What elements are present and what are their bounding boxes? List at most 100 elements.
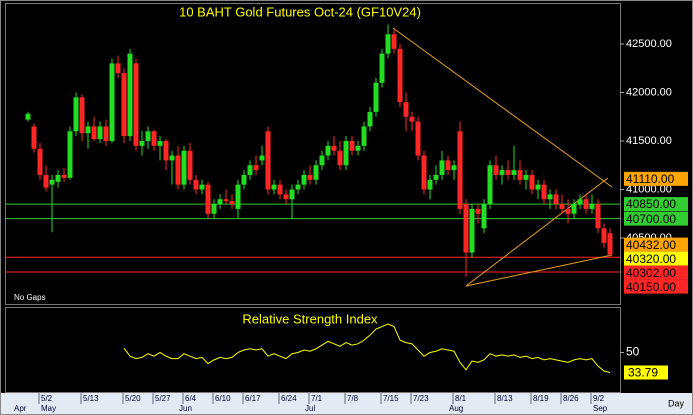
candle-body: [403, 102, 409, 117]
candle-body: [391, 34, 397, 49]
candle-body: [103, 126, 109, 141]
level-box: [624, 197, 688, 212]
candle-body: [325, 145, 331, 156]
candle-body: [529, 174, 535, 190]
candle-body: [145, 131, 151, 141]
candle-body: [271, 184, 277, 190]
candle-body: [547, 194, 553, 200]
candle-body: [289, 189, 295, 200]
candle-body: [349, 140, 355, 151]
candle-body: [511, 170, 517, 175]
candle-body: [217, 199, 223, 205]
candle-body: [331, 145, 337, 151]
level-label: 40320.00: [626, 252, 676, 266]
candle-body: [127, 53, 133, 137]
candle-body: [445, 160, 451, 171]
candle-body: [277, 184, 283, 195]
trend-line: [465, 177, 609, 287]
candle-body: [499, 170, 505, 175]
x-tick-label: 5/13: [83, 394, 99, 403]
candle-body: [49, 179, 55, 185]
level-label: 40432.00: [626, 238, 676, 252]
x-tick-label: 8/1: [455, 394, 467, 403]
candle-body: [175, 155, 181, 185]
candle-body: [589, 204, 595, 209]
x-tick-label: 7/15: [383, 394, 399, 403]
candle-body: [379, 53, 385, 83]
candle-body: [535, 184, 541, 190]
candle-body: [37, 148, 43, 175]
rsi-tick-label: 50: [626, 345, 640, 359]
candle-body: [355, 145, 361, 151]
candle-body: [61, 174, 67, 178]
candle-body: [451, 165, 457, 171]
candle-body: [601, 228, 607, 243]
candle-body: [283, 194, 289, 200]
trend-line: [465, 254, 613, 287]
candle-body: [43, 174, 49, 188]
candle-body: [187, 150, 193, 180]
y-tick-label: 41000.00: [626, 183, 672, 195]
level-box: [624, 279, 688, 294]
candle-body: [205, 184, 211, 214]
candle-body: [415, 121, 421, 156]
x-tick-label: 6/24: [281, 394, 297, 403]
month-label: Sep: [593, 404, 608, 413]
candle-body: [133, 63, 139, 146]
candle-body: [367, 111, 373, 127]
date-axis: [1, 393, 692, 414]
y-tick-label: 41500.00: [626, 135, 672, 147]
candle-body: [169, 155, 175, 161]
chart-title: 10 BAHT Gold Futures Oct-24 (GF10V24): [179, 4, 421, 19]
x-tick-label: 5/27: [155, 394, 171, 403]
candle-body: [193, 179, 199, 190]
month-label: Jun: [179, 404, 192, 413]
candle-body: [157, 140, 163, 146]
candle-body: [337, 150, 343, 166]
candle-body: [109, 63, 115, 141]
x-tick-label: 8/19: [533, 394, 549, 403]
candle-body: [31, 126, 37, 149]
candle-body: [541, 184, 547, 200]
y-tick-label: 42000.00: [626, 86, 672, 98]
candle-body: [247, 165, 253, 175]
candle-body: [577, 199, 583, 205]
candle-body: [373, 82, 379, 112]
x-tick-label: 6/10: [215, 394, 231, 403]
x-tick-label: 6/17: [245, 394, 261, 403]
month-label: Aug: [449, 404, 463, 413]
candle-body: [505, 170, 511, 175]
candle-body: [313, 165, 319, 180]
candle-body: [523, 174, 529, 180]
candle-body: [487, 165, 493, 205]
x-tick-label: 7/1: [311, 394, 323, 403]
gaps-note: No Gaps: [14, 293, 46, 302]
candle-body: [121, 73, 127, 137]
x-tick-label: 5/2: [41, 394, 53, 403]
candle-body: [91, 126, 97, 140]
candle-body: [151, 131, 157, 146]
price-panel: [5, 3, 621, 305]
candle-body: [343, 140, 349, 166]
candle-body: [397, 48, 403, 103]
candle-body: [457, 131, 463, 209]
candle-body: [553, 194, 559, 205]
level-label: 41110.00: [626, 172, 675, 186]
candle-body: [463, 204, 469, 253]
level-label: 40302.00: [626, 266, 676, 280]
candle-body: [73, 97, 79, 132]
candle-body: [55, 174, 61, 182]
rsi-line: [123, 323, 611, 373]
candle-body: [223, 199, 229, 202]
candle-body: [565, 208, 571, 214]
candle-body: [295, 184, 301, 190]
month-label: Jul: [305, 404, 315, 413]
candle-body: [265, 131, 271, 190]
candle-body: [319, 155, 325, 166]
rsi-value-label: 33.79: [628, 366, 658, 380]
candle-body: [241, 174, 247, 185]
level-label: 40150.00: [626, 280, 676, 294]
month-label: May: [41, 404, 56, 413]
x-tick-label: 8/13: [497, 394, 513, 403]
